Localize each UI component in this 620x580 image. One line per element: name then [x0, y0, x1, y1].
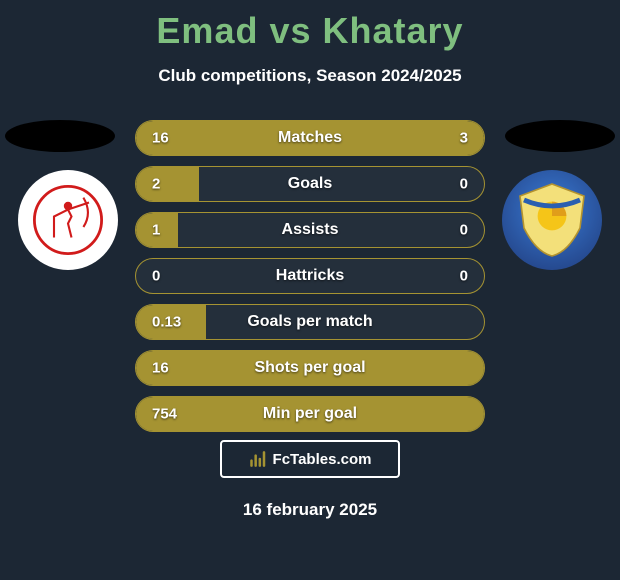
- stats-bars: 16 3 Matches 2 0 Goals 1 0 Assists 0 0 Hattricks 0.1…: [135, 120, 485, 442]
- stat-label: Hattricks: [276, 267, 344, 285]
- comparison-subtitle: Club competitions, Season 2024/2025: [0, 66, 620, 86]
- stat-value-left: 16: [152, 360, 169, 377]
- stat-label: Goals per match: [247, 313, 372, 331]
- stat-value-right: 3: [460, 130, 468, 147]
- bar-fill-left: [136, 121, 414, 155]
- stat-row: 2 0 Goals: [135, 166, 485, 202]
- stat-row: 754 Min per goal: [135, 396, 485, 432]
- stat-label: Matches: [278, 129, 342, 147]
- stat-label: Shots per goal: [254, 359, 365, 377]
- stat-value-left: 754: [152, 406, 177, 423]
- team-crest-left: [18, 170, 118, 270]
- bar-fill-right: [414, 121, 484, 155]
- site-logo-text: FcTables.com: [273, 451, 372, 468]
- stat-value-left: 0.13: [152, 314, 181, 331]
- comparison-title: Emad vs Khatary: [0, 0, 620, 52]
- stat-row: 0 0 Hattricks: [135, 258, 485, 294]
- stat-label: Assists: [282, 221, 339, 239]
- stat-value-right: 0: [460, 176, 468, 193]
- stat-value-left: 0: [152, 268, 160, 285]
- archer-icon: [33, 185, 103, 255]
- stat-row: 1 0 Assists: [135, 212, 485, 248]
- shadow-right: [505, 120, 615, 152]
- stat-value-right: 0: [460, 268, 468, 285]
- stat-value-left: 2: [152, 176, 160, 193]
- site-logo: FcTables.com: [220, 440, 400, 478]
- stat-row: 0.13 Goals per match: [135, 304, 485, 340]
- shadow-left: [5, 120, 115, 152]
- comparison-date: 16 february 2025: [243, 500, 377, 520]
- stat-row: 16 3 Matches: [135, 120, 485, 156]
- chart-icon: [249, 449, 269, 469]
- shield-ball-icon: [512, 180, 592, 260]
- stat-value-left: 16: [152, 130, 169, 147]
- team-crest-right: [502, 170, 602, 270]
- stat-label: Min per goal: [263, 405, 357, 423]
- stat-value-right: 0: [460, 222, 468, 239]
- bar-fill-left: [136, 167, 199, 201]
- stat-label: Goals: [288, 175, 332, 193]
- stat-row: 16 Shots per goal: [135, 350, 485, 386]
- stat-value-left: 1: [152, 222, 160, 239]
